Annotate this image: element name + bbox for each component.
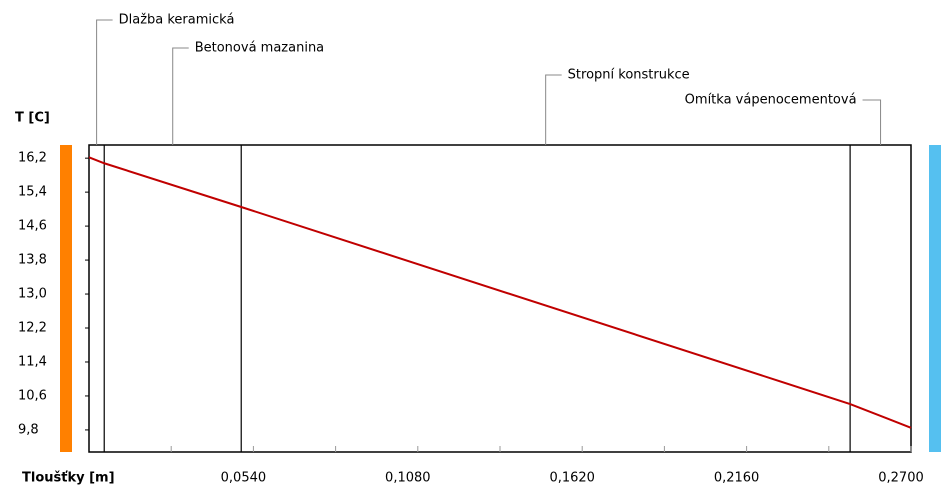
y-tick-label: 10,6 (18, 388, 47, 403)
x-tick-label: 0,2700 (878, 471, 924, 486)
y-tick-label: 12,2 (18, 321, 47, 336)
outside-bar (929, 145, 941, 452)
x-axis-label: Tloušťky [m] (22, 471, 115, 486)
plot-frame (88, 144, 912, 453)
x-tick-label: 0,1620 (549, 471, 595, 486)
layer-label: Betonová mazanina (195, 41, 324, 56)
inside-bar (60, 145, 72, 452)
y-tick-label: 14,6 (18, 219, 47, 234)
layer-label: Omítka vápenocementová (685, 93, 857, 108)
y-tick-label: 13,0 (18, 287, 47, 302)
layer-leader (545, 74, 562, 145)
layer-label: Stropní konstrukce (568, 68, 690, 83)
layer-leader (862, 99, 882, 145)
y-tick-label: 11,4 (18, 354, 47, 369)
x-tick-label: 0,0540 (221, 471, 267, 486)
x-tick-label: 0,1080 (385, 471, 431, 486)
x-tick-label: 0,2160 (714, 471, 760, 486)
layer-leader (96, 19, 113, 145)
layer-label: Dlažba keramická (119, 13, 235, 28)
layer-leader (172, 47, 189, 145)
y-tick-label: 15,4 (18, 185, 47, 200)
temperature-line (88, 156, 912, 429)
y-axis-label: T [C] (15, 111, 50, 126)
y-tick-label: 13,8 (18, 253, 47, 268)
y-tick-label: 16,2 (18, 151, 47, 166)
y-tick-label: 9,8 (18, 422, 39, 437)
